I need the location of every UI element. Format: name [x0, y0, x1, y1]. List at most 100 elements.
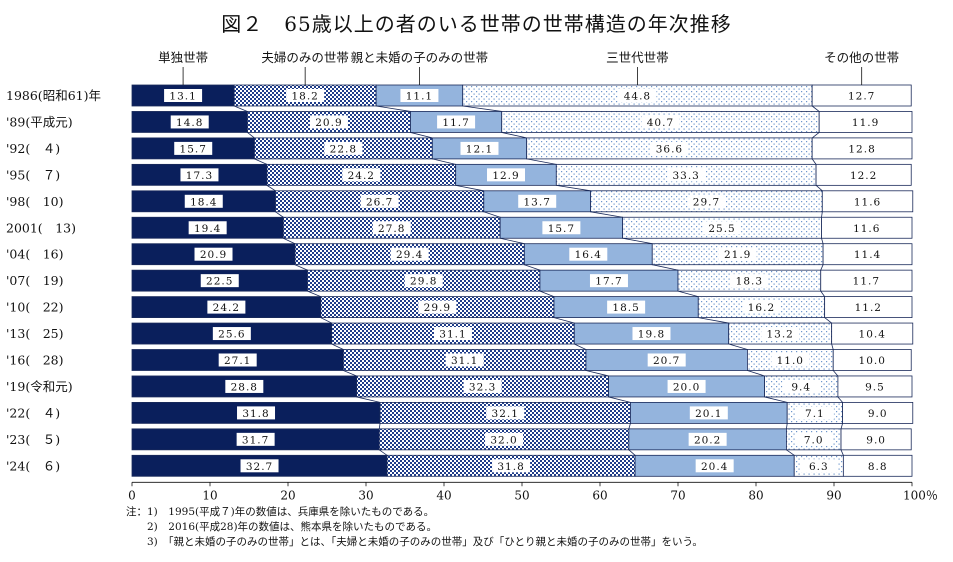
value-label: 32.1: [492, 408, 519, 420]
value-label: 26.7: [366, 196, 393, 208]
category-label: 1986(昭和61)年: [6, 88, 101, 103]
connector-line: [307, 290, 321, 297]
value-label-box: [212, 327, 251, 341]
value-label: 24.2: [348, 170, 375, 182]
connector-line: [840, 423, 843, 429]
connector-line: [832, 370, 839, 377]
value-label: 36.6: [656, 143, 683, 155]
value-label-box: [487, 168, 526, 182]
value-label: 31.1: [439, 329, 466, 341]
category-label: '04( 16): [6, 247, 64, 262]
value-label-box: [207, 300, 246, 314]
category-label: '19(令和元): [6, 379, 73, 394]
value-label: 8.8: [868, 461, 888, 473]
connector-line: [331, 343, 344, 350]
value-label-box: [849, 300, 888, 314]
value-label: 31.8: [497, 461, 524, 473]
value-label-box: [647, 353, 686, 367]
value-label: 11.2: [855, 302, 882, 314]
value-label-box: [360, 194, 399, 208]
value-label-box: [703, 221, 742, 235]
value-label-box: [445, 353, 484, 367]
chart-title: 図２ 65歳以上の者のいる世帯の世帯構造の年次推移: [221, 12, 732, 36]
category-label: '10( 22): [6, 300, 64, 315]
value-label-box: [667, 168, 706, 182]
value-label: 22.8: [330, 143, 357, 155]
value-label: 10.0: [859, 355, 886, 367]
value-label-box: [324, 141, 363, 155]
value-label-box: [799, 459, 838, 473]
value-label: 12.2: [850, 170, 877, 182]
connector-line: [608, 396, 631, 403]
value-label: 31.7: [242, 434, 269, 446]
value-label-box: [589, 274, 628, 288]
value-label-box: [742, 300, 781, 314]
note-1: 注：1) 1995(平成７)年の数値は、兵庫県を除いたものである。: [126, 506, 435, 518]
connector-line: [556, 184, 591, 192]
connector-line: [247, 132, 255, 139]
value-label-box: [718, 247, 757, 261]
category-label: '24( ６): [6, 458, 60, 473]
value-label: 7.0: [804, 434, 824, 446]
connector-line: [840, 449, 844, 456]
connector-line: [343, 370, 357, 377]
value-label-box: [218, 353, 257, 367]
connector-line: [811, 158, 817, 165]
value-label: 13.2: [766, 329, 793, 341]
value-label-box: [761, 327, 800, 341]
legend-label: 単独世帯: [158, 50, 208, 65]
value-label: 11.6: [853, 223, 880, 235]
connector-line: [524, 264, 541, 271]
value-label: 32.0: [490, 434, 517, 446]
value-label-box: [188, 221, 227, 235]
value-label-box: [240, 459, 279, 473]
connector-line: [786, 423, 788, 429]
value-label: 19.8: [638, 329, 665, 341]
connector-line: [501, 132, 527, 139]
category-label: '07( 19): [6, 273, 64, 288]
value-label-box: [225, 379, 264, 393]
value-label: 44.8: [624, 91, 651, 103]
connector-line: [821, 211, 823, 218]
value-label-box: [174, 141, 213, 155]
connector-line: [379, 449, 388, 456]
category-label: '98( 10): [6, 194, 64, 209]
value-label: 20.2: [694, 434, 721, 446]
value-label-box: [492, 459, 531, 473]
category-label: '89(平成元): [6, 114, 73, 129]
connector-line: [574, 343, 587, 350]
value-label-box: [569, 247, 608, 261]
value-label: 25.6: [218, 329, 245, 341]
value-label: 13.7: [524, 196, 551, 208]
value-label-box: [418, 300, 457, 314]
connector-line: [320, 317, 332, 324]
connector-line: [455, 184, 484, 192]
connector-line: [234, 105, 248, 112]
x-tick-label: 10: [202, 488, 217, 502]
value-label-box: [687, 194, 726, 208]
value-label-box: [846, 115, 885, 129]
value-label-box: [437, 115, 476, 129]
value-label: 29.4: [396, 249, 423, 261]
value-label: 11.9: [852, 117, 879, 129]
value-label-box: [400, 89, 439, 102]
value-label-box: [858, 406, 897, 420]
value-label: 16.4: [575, 249, 602, 261]
value-label: 33.3: [672, 170, 699, 182]
value-label: 31.8: [242, 408, 269, 420]
connector-line: [698, 317, 729, 324]
value-label: 12.8: [848, 143, 875, 155]
category-label: '13( 25): [6, 326, 64, 341]
value-label: 17.3: [186, 170, 213, 182]
value-label: 19.4: [194, 223, 221, 235]
value-label-box: [542, 221, 581, 235]
value-label-box: [843, 141, 882, 155]
value-label-box: [607, 300, 646, 314]
value-label-box: [632, 327, 671, 341]
value-label-box: [842, 89, 881, 102]
value-label: 9.0: [866, 434, 886, 446]
x-tick-label: 0: [128, 488, 136, 502]
value-label: 11.0: [777, 355, 804, 367]
value-label: 25.5: [708, 223, 735, 235]
value-label: 6.3: [809, 461, 829, 473]
